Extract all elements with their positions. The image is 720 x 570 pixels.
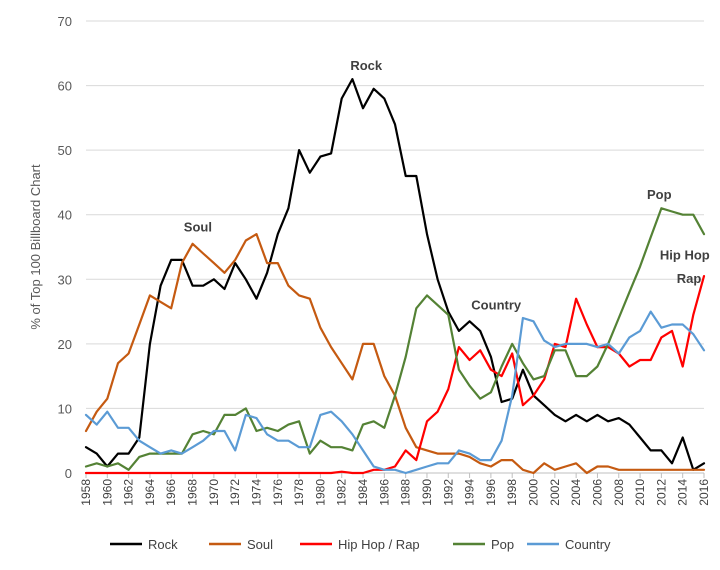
x-tick-label: 2000: [527, 479, 541, 506]
legend-label-rock: Rock: [148, 537, 178, 552]
annotation-pop: Pop: [647, 187, 672, 202]
y-tick-label: 0: [65, 466, 72, 481]
series-line-pop: [84, 207, 706, 471]
y-tick-label: 50: [58, 143, 72, 158]
x-tick-label: 1996: [484, 479, 498, 506]
x-tick-label: 1976: [271, 479, 285, 506]
x-tick-label: 2014: [676, 479, 690, 506]
y-tick-label: 10: [58, 401, 72, 416]
x-tick-label: 1968: [186, 479, 200, 506]
series-line-hip-hop-rap: [84, 275, 706, 475]
series-line-country: [84, 310, 706, 475]
x-tick-label: 1982: [335, 479, 349, 506]
series-line-soul: [84, 233, 706, 475]
series-line-rock: [84, 77, 706, 471]
x-tick-label: 1980: [313, 479, 327, 506]
x-tick-label: 2002: [548, 479, 562, 506]
legend-label-pop: Pop: [491, 537, 514, 552]
x-tick-label: 1972: [228, 479, 242, 506]
annotation-rap: Rap: [677, 271, 702, 286]
x-tick-label: 1960: [100, 479, 114, 506]
y-tick-label: 70: [58, 14, 72, 29]
annotation-country: Country: [471, 298, 522, 313]
x-tick-label: 2006: [590, 479, 604, 506]
annotation-rock: Rock: [350, 58, 383, 73]
x-tick-label: 1984: [356, 479, 370, 506]
annotation-soul: Soul: [184, 220, 212, 235]
x-tick-label: 1970: [207, 479, 221, 506]
x-tick-label: 2004: [569, 479, 583, 506]
x-tick-label: 2010: [633, 479, 647, 506]
y-tick-label: 60: [58, 79, 72, 94]
x-tick-label: 1958: [79, 479, 93, 506]
y-tick-label: 40: [58, 208, 72, 223]
x-tick-label: 2016: [697, 479, 711, 506]
gridlines: [86, 20, 704, 409]
x-tick-label: 1990: [420, 479, 434, 506]
y-axis-title: % of Top 100 Billboard Chart: [28, 164, 43, 330]
legend-label-soul: Soul: [247, 537, 273, 552]
x-tick-label: 1986: [377, 479, 391, 506]
y-tick-label: 30: [58, 272, 72, 287]
annotation-hip-hop: Hip Hop: [660, 247, 710, 262]
x-tick-label: 1962: [122, 479, 136, 506]
x-tick-label: 1998: [505, 479, 519, 506]
x-tick-label: 2012: [654, 479, 668, 506]
x-tick-label: 1978: [292, 479, 306, 506]
x-tick-label: 1966: [164, 479, 178, 506]
legend-label-country: Country: [565, 537, 611, 552]
legend-label-hip-hop-rap: Hip Hop / Rap: [338, 537, 420, 552]
y-tick-label: 20: [58, 337, 72, 352]
x-tick-label: 1992: [441, 479, 455, 506]
x-tick-label: 1988: [399, 479, 413, 506]
x-tick-label: 1964: [143, 479, 157, 506]
x-tick-label: 1974: [249, 479, 263, 506]
x-tick-label: 2008: [612, 479, 626, 506]
legend: Rock Soul Hip Hop / Rap Pop Country: [110, 537, 611, 552]
x-tick-label: 1994: [463, 479, 477, 506]
series-lines: [84, 77, 706, 475]
